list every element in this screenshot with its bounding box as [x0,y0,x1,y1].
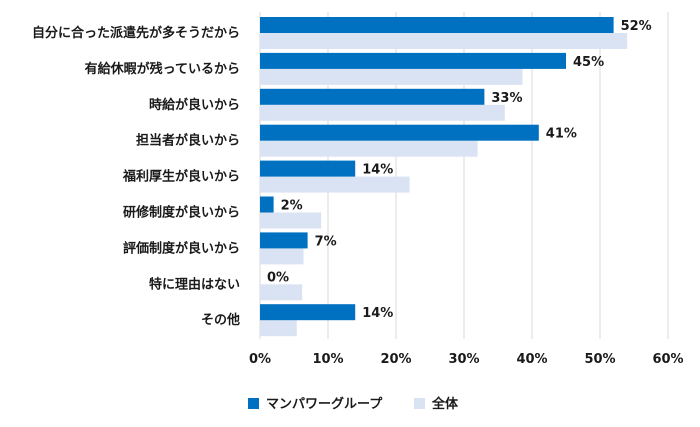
category-label: 特に理由はない [149,276,240,292]
x-tick-label: 10% [312,352,343,367]
data-label: 33% [491,91,522,106]
bar-manpowergroup [260,160,356,177]
x-tick-label: 40% [516,352,547,367]
data-label: 52% [621,19,652,34]
category-label: 研修制度が良いから [123,204,240,220]
category-label: 担当者が良いから [136,133,240,149]
x-tick-label: 50% [584,352,615,367]
data-label: 45% [573,55,604,70]
legend-label-manpowergroup: マンパワーグループ [266,396,383,412]
category-label: 評価制度が良いから [123,240,240,256]
category-label: 福利厚生が良いから [122,169,240,185]
bar-manpowergroup [260,304,356,321]
bar-overall [260,140,478,157]
x-tick-label: 0% [249,352,271,367]
category-label: その他 [201,312,240,328]
bar-overall [260,212,322,229]
bar-overall [260,284,303,301]
x-tick-label: 20% [380,352,411,367]
legend: マンパワーグループ 全体 [248,396,459,412]
bar-manpowergroup [260,124,539,141]
data-label: 7% [315,234,337,249]
bar-manpowergroup [260,88,485,105]
label-layer: 0% 10% 20% 30% 40% 50% 60% 自分に合った派遣先が多そうだから 52% 有… [32,19,684,367]
data-label: 41% [546,127,577,142]
bar-manpowergroup [260,196,274,213]
bar-overall [260,33,628,49]
legend-label-overall: 全体 [431,396,459,412]
bar-overall [260,176,410,193]
bar-manpowergroup [260,232,308,249]
data-label: 14% [362,306,393,321]
bar-overall [260,104,505,121]
data-label: 0% [267,270,289,285]
data-label: 14% [362,163,393,178]
x-tick-label: 30% [448,352,479,367]
legend-swatch-manpowergroup [248,398,259,409]
category-label: 自分に合った派遣先が多そうだから [32,25,240,41]
x-tick-label: 60% [652,352,683,367]
category-label: 時給が良いから [149,97,240,113]
legend-swatch-overall [414,398,425,409]
bar-overall [260,68,523,85]
bar-overall [260,320,297,337]
bar-overall [260,248,304,265]
bar-layer [260,17,628,337]
bar-manpowergroup [260,17,614,33]
data-label: 2% [281,199,303,214]
category-label: 有給休暇が残っているから [85,61,240,77]
bar-manpowergroup [260,52,566,69]
